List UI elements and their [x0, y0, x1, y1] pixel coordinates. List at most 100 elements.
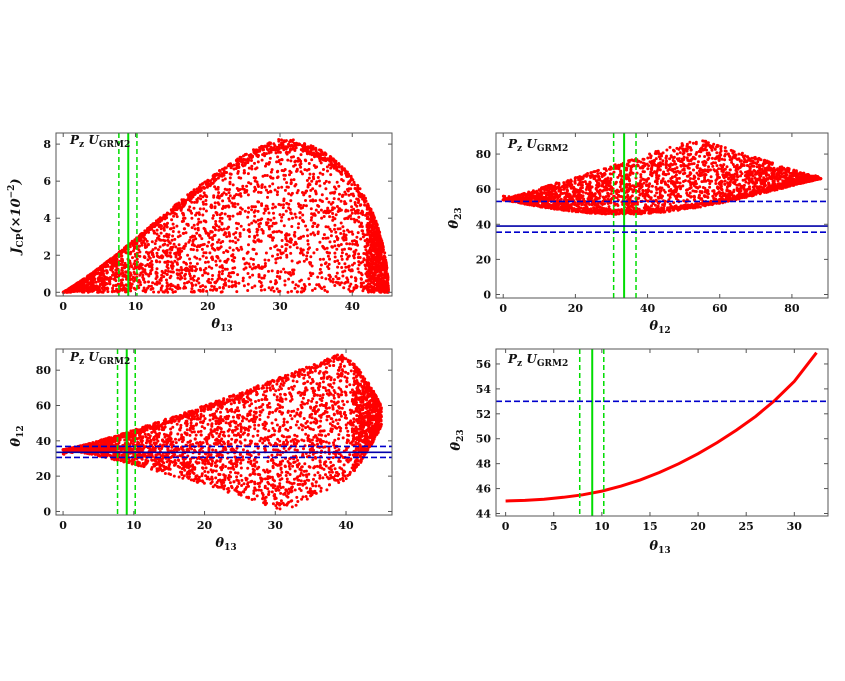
scatter-point	[365, 253, 369, 257]
scatter-point	[240, 163, 244, 167]
scatter-point	[221, 266, 225, 270]
scatter-point	[664, 166, 668, 170]
scatter-point	[165, 273, 169, 276]
scatter-point	[245, 184, 249, 188]
scatter-point	[314, 192, 318, 196]
scatter-point	[347, 187, 351, 191]
scatter-point	[275, 287, 279, 291]
scatter-point	[321, 236, 325, 240]
scatter-point	[236, 273, 240, 277]
scatter-point	[251, 273, 255, 277]
scatter-point	[286, 185, 290, 189]
scatter-point	[692, 162, 696, 166]
scatter-point	[101, 290, 105, 294]
scatter-point	[343, 269, 347, 273]
scatter-point	[280, 230, 283, 234]
scatter-point	[202, 202, 206, 206]
scatter-point	[253, 266, 257, 270]
scatter-point	[176, 249, 180, 253]
scatter-point	[356, 267, 360, 271]
scatter-point	[114, 268, 118, 272]
scatter-point	[139, 238, 143, 242]
scatter-point	[221, 199, 225, 203]
scatter-point	[350, 211, 354, 215]
scatter-point	[121, 274, 125, 278]
scatter-point	[295, 191, 299, 195]
scatter-point	[361, 229, 365, 233]
scatter-point	[221, 286, 225, 290]
scatter-point	[291, 138, 295, 142]
scatter-point	[227, 205, 231, 209]
scatter-point	[292, 268, 296, 272]
scatter-point	[114, 284, 118, 288]
scatter-point	[310, 179, 314, 183]
scatter-point	[247, 181, 251, 185]
scatter-point	[356, 183, 360, 187]
scatter-point	[290, 259, 294, 263]
scatter-point	[248, 275, 252, 279]
scatter-point	[331, 218, 335, 222]
scatter-point	[353, 201, 357, 204]
scatter-point	[371, 265, 374, 269]
scatter-point	[250, 286, 254, 290]
scatter-point	[150, 224, 154, 228]
scatter-point	[215, 211, 219, 215]
scatter-point	[386, 275, 389, 279]
scatter-point	[372, 215, 376, 218]
scatter-point	[124, 270, 128, 274]
scatter-point	[327, 200, 331, 204]
scatter-point	[335, 205, 339, 208]
scatter-point	[285, 145, 289, 149]
scatter-point	[273, 188, 277, 192]
scatter-point	[351, 289, 354, 293]
scatter-point	[227, 162, 231, 166]
scatter-point	[295, 290, 299, 294]
scatter-point	[331, 215, 335, 219]
scatter-point	[276, 146, 280, 150]
scatter-point	[174, 245, 178, 249]
scatter-point	[269, 233, 273, 237]
scatter-point	[335, 180, 339, 184]
scatter-point	[359, 203, 363, 207]
scatter-point	[358, 256, 362, 259]
scatter-point	[277, 290, 281, 294]
scatter-point	[275, 160, 279, 164]
scatter-point	[85, 275, 89, 279]
scatter-point	[293, 160, 297, 164]
scatter-point	[247, 166, 251, 170]
scatter-point	[337, 169, 341, 173]
scatter-point	[343, 281, 347, 285]
scatter-point	[165, 232, 169, 236]
scatter-point	[284, 243, 288, 247]
scatter-point	[115, 257, 119, 261]
scatter-point	[175, 208, 179, 212]
scatter-point	[166, 290, 170, 294]
scatter-point	[345, 175, 349, 178]
scatter-point	[230, 285, 234, 289]
scatter-point	[675, 152, 679, 156]
scatter-point	[155, 228, 159, 232]
scatter-point	[137, 286, 141, 290]
scatter-point	[318, 171, 322, 175]
scatter-point	[178, 204, 182, 208]
scatter-point	[353, 218, 357, 222]
scatter-point	[263, 174, 267, 177]
scatter-point	[162, 234, 166, 238]
scatter-point	[213, 185, 217, 189]
scatter-point	[360, 273, 364, 277]
scatter-point	[310, 264, 314, 268]
scatter-point	[182, 245, 186, 249]
scatter-point	[163, 216, 167, 220]
scatter-point	[339, 232, 343, 235]
scatter-point	[222, 251, 226, 254]
scatter-point	[657, 174, 661, 178]
scatter-point	[276, 150, 280, 154]
scatter-point	[350, 205, 354, 209]
scatter-point	[334, 163, 338, 167]
scatter-point	[195, 279, 199, 283]
scatter-point	[349, 199, 353, 203]
scatter-point	[347, 193, 351, 197]
scatter-point	[239, 224, 243, 228]
scatter-point	[82, 282, 86, 286]
